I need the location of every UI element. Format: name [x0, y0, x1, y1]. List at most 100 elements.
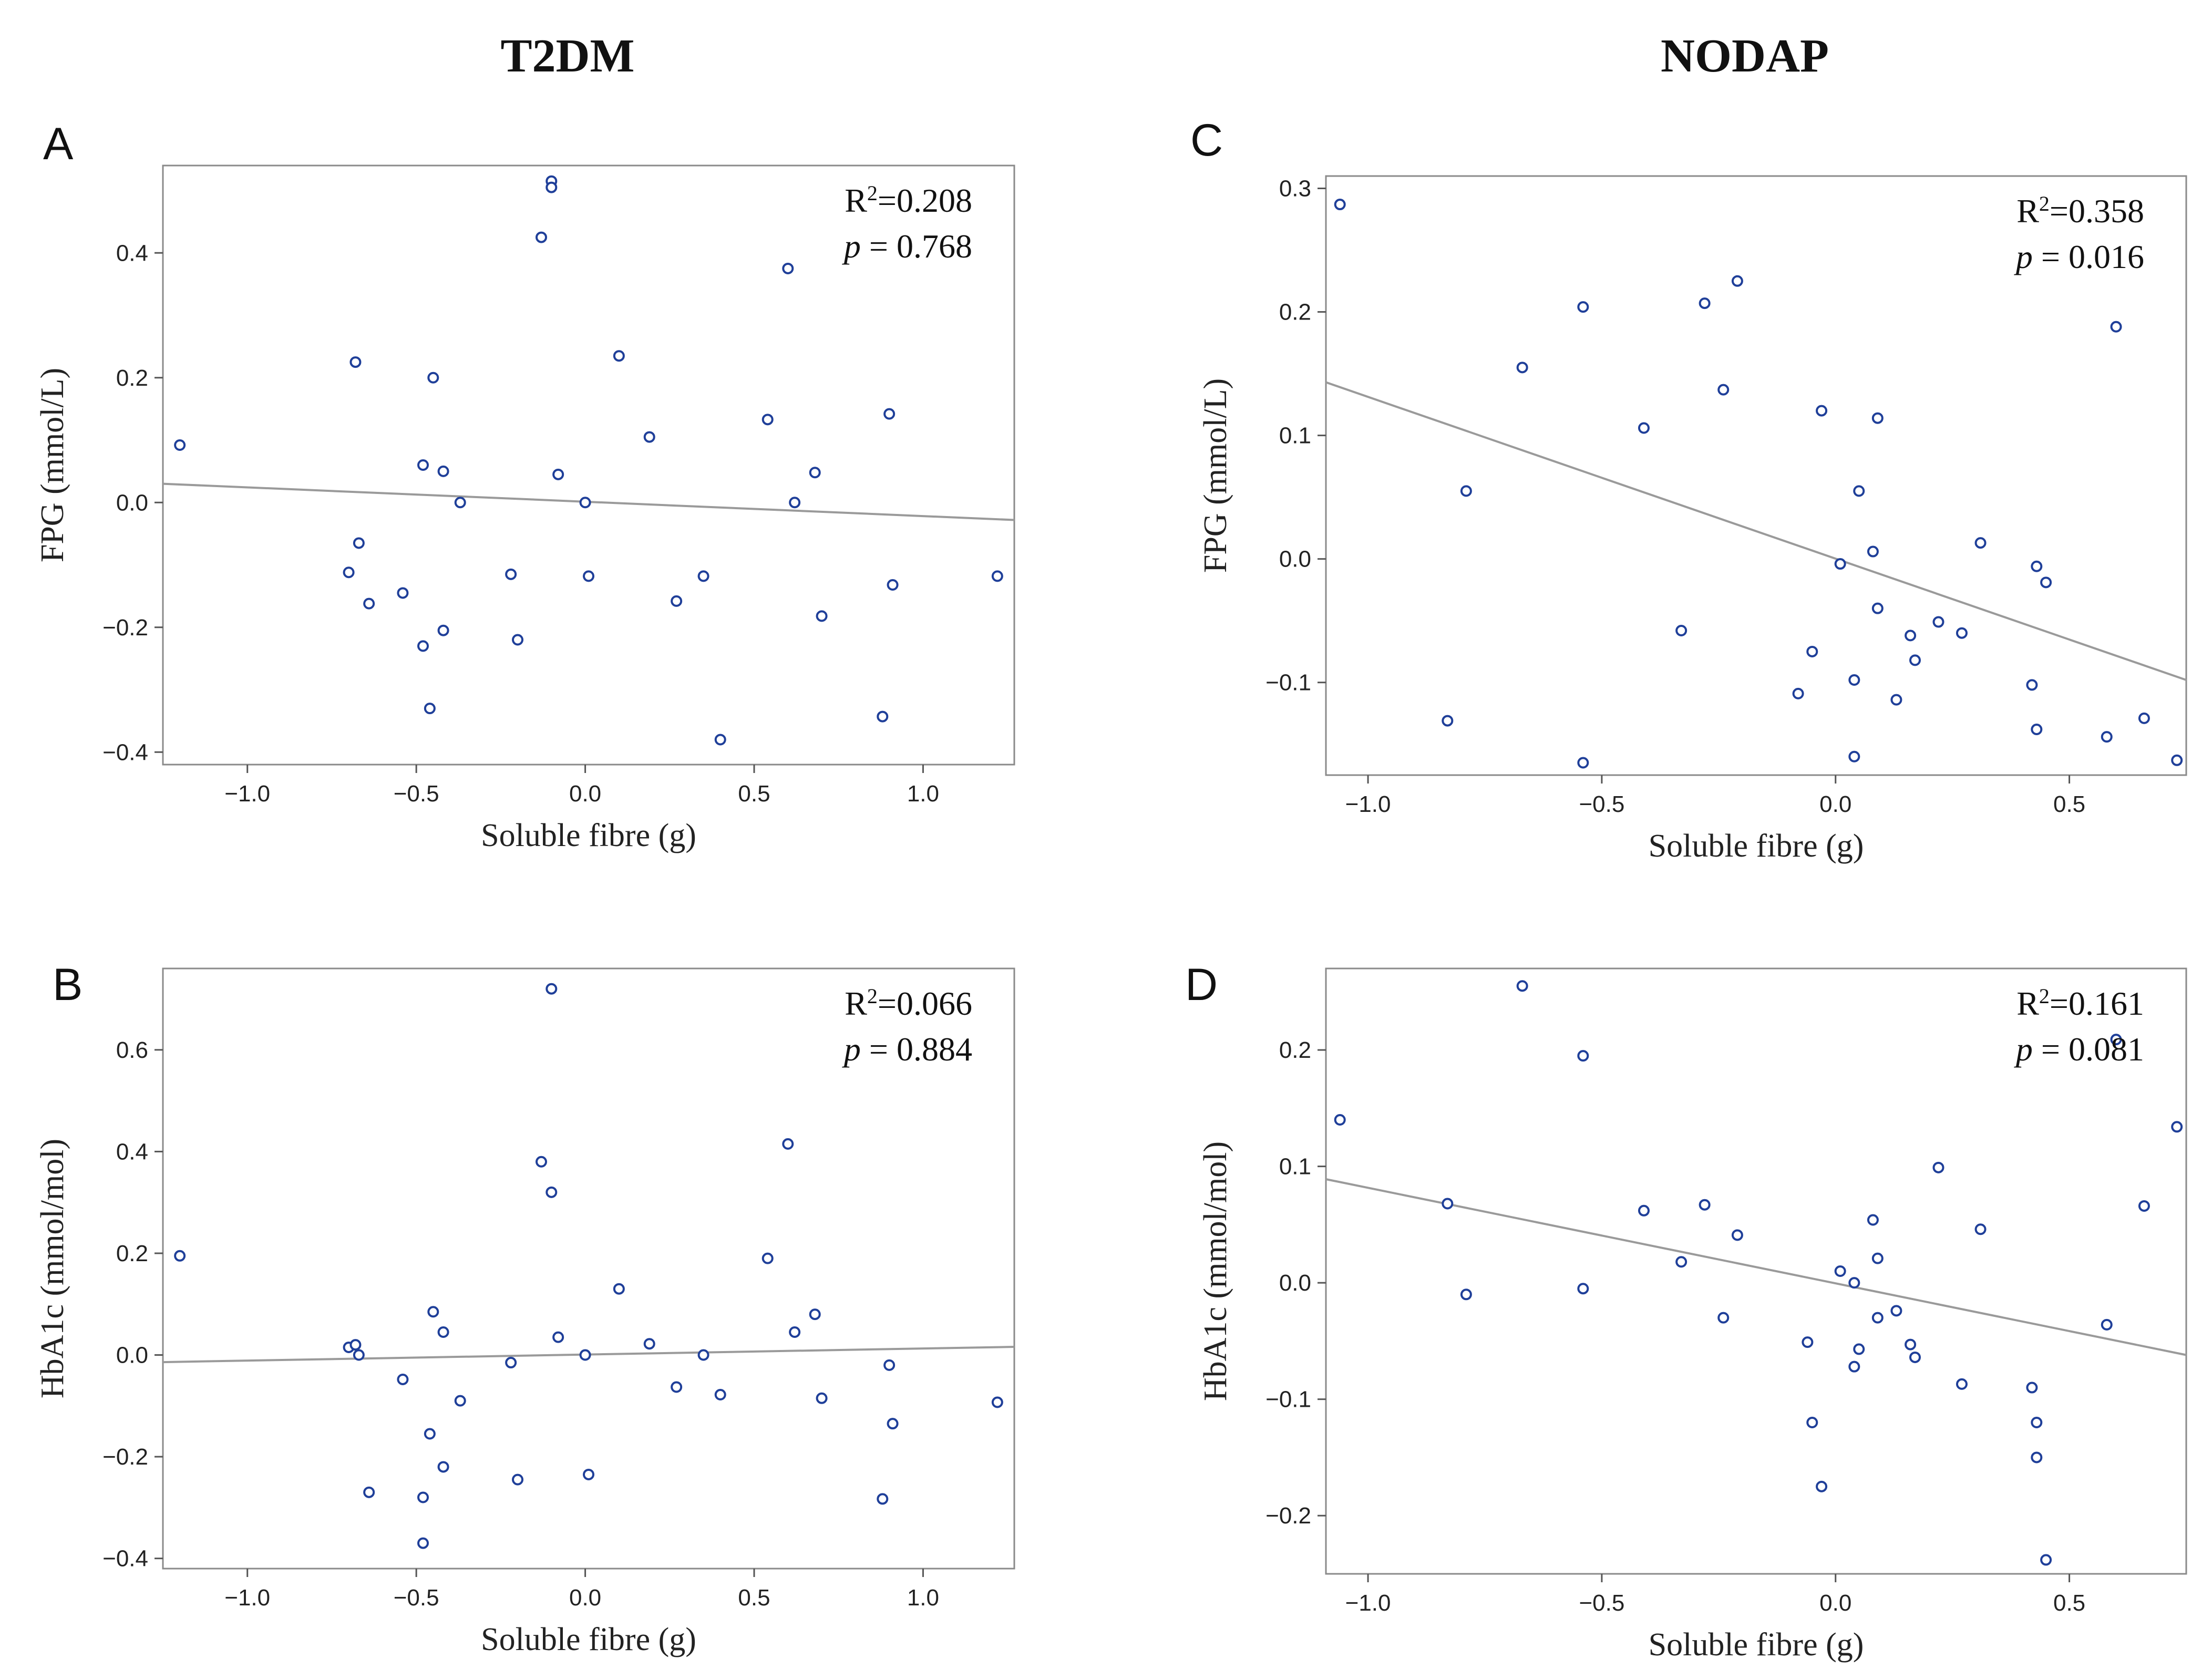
data-point [1932, 1161, 1944, 1173]
data-point [643, 1338, 655, 1350]
y-tick-label: −0.2 [102, 1444, 148, 1470]
x-axis-label: Soluble fibre (g) [1649, 1627, 1864, 1663]
data-point [2031, 1451, 2043, 1463]
data-point [1932, 616, 1944, 628]
data-point [363, 597, 375, 610]
data-point [343, 566, 355, 579]
data-point [1974, 1223, 1987, 1235]
data-point [349, 356, 362, 368]
y-axis-label: HbA1c (mmol/mol) [35, 1139, 70, 1398]
data-point [1956, 627, 1968, 639]
data-point [397, 587, 409, 599]
r-squared-label: R2=0.208 [845, 181, 972, 220]
data-point [782, 1138, 794, 1150]
x-axis-label: Soluble fibre (g) [481, 1622, 696, 1657]
data-point [1848, 750, 1860, 762]
data-point [809, 467, 821, 479]
y-axis-label: HbA1c (mmol/mol) [1198, 1141, 1233, 1401]
data-point [579, 1349, 591, 1361]
data-point [552, 1331, 564, 1343]
data-point [2110, 1034, 2122, 1046]
data-point [437, 1326, 449, 1338]
data-point [1675, 624, 1687, 636]
data-point [1731, 275, 1743, 287]
data-point [2040, 576, 2052, 589]
data-point [887, 1418, 899, 1430]
data-point [1848, 1361, 1860, 1373]
data-point [579, 497, 591, 509]
x-tick-label: 0.5 [738, 781, 770, 807]
data-point [427, 1306, 439, 1318]
data-point [2031, 560, 2043, 572]
y-tick-label: 0.0 [116, 490, 148, 516]
data-point [505, 1357, 517, 1369]
y-tick-label: −0.1 [1265, 1387, 1311, 1413]
data-point [1717, 384, 1730, 396]
data-point [417, 1537, 429, 1549]
data-point [883, 1359, 896, 1371]
data-point [1848, 674, 1860, 686]
data-point [397, 1373, 409, 1385]
data-point [1806, 645, 1818, 657]
panel-label-d: D [1185, 960, 1218, 1010]
data-point [887, 579, 899, 591]
data-point [583, 1468, 594, 1480]
data-point [1816, 405, 1828, 417]
data-point [2171, 1121, 2183, 1133]
data-point [1871, 602, 1884, 614]
data-point [1867, 545, 1879, 558]
y-tick-label: 0.0 [1279, 1270, 1311, 1296]
x-tick-label: −0.5 [1579, 1590, 1624, 1616]
data-point [512, 1473, 523, 1486]
data-point [536, 231, 547, 243]
data-point [349, 1339, 362, 1351]
data-point [1577, 1050, 1589, 1062]
y-tick-label: −0.2 [102, 615, 148, 641]
data-point [877, 710, 889, 723]
data-point [1848, 1277, 1860, 1289]
data-point [1853, 485, 1865, 497]
data-point [353, 537, 365, 549]
r-squared-label: R2=0.066 [845, 984, 972, 1023]
x-axis-label: Soluble fibre (g) [1649, 828, 1864, 864]
x-tick-label: 0.0 [1819, 791, 1851, 817]
data-point [417, 640, 429, 652]
x-tick-label: 1.0 [907, 781, 939, 807]
data-point [2138, 712, 2150, 724]
data-point [437, 1461, 449, 1473]
x-tick-label: 0.5 [2053, 1590, 2085, 1616]
data-point [417, 459, 429, 471]
data-point [1802, 1336, 1814, 1348]
x-tick-label: 0.5 [2053, 791, 2085, 817]
regression-line [1325, 1178, 2187, 1356]
data-point [583, 570, 594, 582]
x-tick-label: 0.0 [1819, 1590, 1851, 1616]
y-tick-label: 0.2 [1279, 300, 1311, 325]
data-point [2101, 1318, 2113, 1331]
data-point [552, 468, 564, 480]
data-point [1516, 980, 1528, 992]
y-tick-label: −0.4 [102, 1546, 148, 1572]
data-point [1675, 1256, 1687, 1268]
data-point [546, 983, 558, 995]
y-tick-label: 0.2 [1279, 1037, 1311, 1063]
data-point [762, 1252, 774, 1264]
data-point [1442, 1198, 1454, 1210]
data-point [454, 1395, 466, 1407]
data-point [883, 408, 896, 420]
data-point [437, 465, 449, 477]
y-tick-label: 0.6 [116, 1037, 148, 1063]
data-point [1905, 1338, 1917, 1351]
data-point [2031, 724, 2043, 736]
r-squared-label: R2=0.161 [2016, 984, 2144, 1023]
data-point [1638, 422, 1650, 434]
y-axis-label: FPG (mmol/L) [35, 368, 70, 562]
p-value-label: p = 0.081 [2014, 1030, 2144, 1068]
y-tick-label: 0.0 [1279, 547, 1311, 572]
data-point [454, 497, 466, 509]
data-point [2101, 731, 2113, 743]
y-tick-label: 0.4 [116, 1139, 148, 1164]
x-tick-label: 0.0 [569, 1585, 601, 1611]
data-point [1956, 1378, 1968, 1390]
